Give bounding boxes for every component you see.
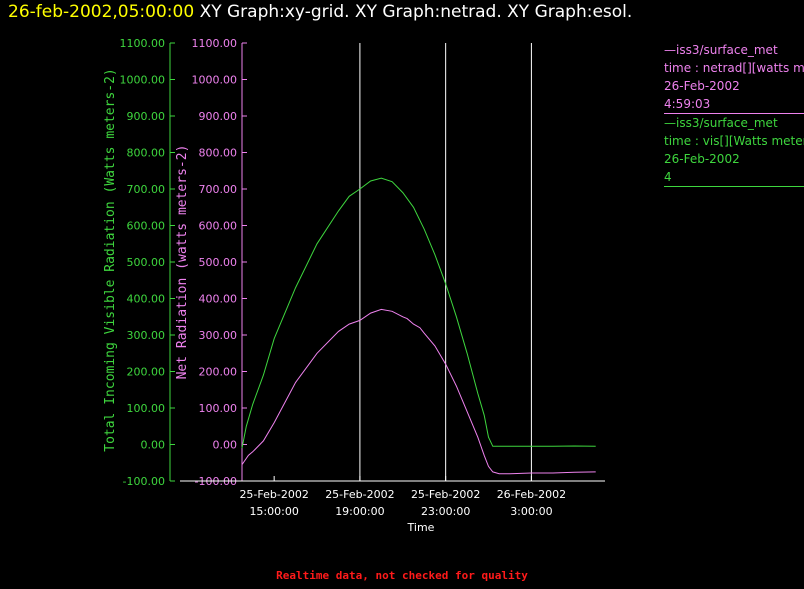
legend-line: 26-Feb-2002 [664,79,740,93]
y-tick-label: -100.00 [123,475,165,488]
y-tick-label: 1000.00 [192,74,238,87]
series-line-netrad [241,308,596,475]
y-tick-label: 400.00 [127,293,166,306]
x-tick-date: 26-Feb-2002 [497,488,566,501]
x-tick-date: 25-Feb-2002 [411,488,480,501]
y-tick-label: 900.00 [127,110,166,123]
y-tick-label: 0.00 [213,439,238,452]
x-tick-time: 15:00:00 [249,505,298,518]
y-tick-label: 600.00 [199,220,238,233]
series-line-vis [241,177,596,449]
x-tick-time: 23:00:00 [421,505,470,518]
quality-notice: Realtime data, not checked for quality [276,569,528,582]
x-tick-date: 25-Feb-2002 [325,488,394,501]
legend-line: time : netrad[][watts meters-2] [664,61,804,75]
y-tick-label: 500.00 [199,256,238,269]
y-tick-label: 600.00 [127,220,166,233]
left-axis-label: Total Incoming Visible Radiation (Watts … [103,68,118,452]
x-axis-label: Time [407,521,435,534]
legend-line: 4:59:03 [664,97,711,111]
y-tick-label: 0.00 [141,439,166,452]
y-tick-label: 300.00 [199,329,238,342]
y-tick-label: 800.00 [199,147,238,160]
series-lines [241,177,596,475]
y-tick-label: 900.00 [199,110,238,123]
x-axis: 25-Feb-2002 15:00:00 25-Feb-2002 19:00:00 25… [180,476,605,534]
y-tick-label: 700.00 [199,183,238,196]
legend-line: —iss3/surface_met [664,43,778,57]
y-tick-label: 1000.00 [120,74,166,87]
y-tick-label: 1100.00 [120,37,166,50]
y-tick-label: 1100.00 [192,37,238,50]
legend-line: time : vis[][Watts meters-2] [664,134,804,148]
y-tick-label: 800.00 [127,147,166,160]
chart-header: 26-feb-2002,05:00:00 XY Graph:xy-grid. X… [8,1,632,23]
legend-line: 26-Feb-2002 [664,152,740,166]
x-tick-date: 25-Feb-2002 [239,488,308,501]
legend-line: —iss3/surface_met [664,116,778,130]
y-tick-label: 100.00 [199,402,238,415]
y-tick-label: 400.00 [199,293,238,306]
left-axis: -100.00 0.00 100.00 200.00 300.00 400.00 500.0… [103,37,175,488]
y-tick-label: 100.00 [127,402,166,415]
right-axis-label: Net Radiation (watts meters-2) [175,145,190,380]
header-graph-titles: XY Graph:xy-grid. XY Graph:netrad. XY Gr… [199,2,633,22]
y-tick-label: 200.00 [127,366,166,379]
y-tick-label: 700.00 [127,183,166,196]
x-tick-time: 19:00:00 [335,505,384,518]
y-tick-label: 200.00 [199,366,238,379]
y-tick-label: 500.00 [127,256,166,269]
legend-line: 4 [664,170,672,184]
header-timestamp: 26-feb-2002,05:00:00 [8,2,195,22]
y-tick-label: 300.00 [127,329,166,342]
vertical-grid [359,43,532,481]
x-tick-time: 3:00:00 [510,505,552,518]
right-axis: -100.000.00100.00200.00300.00400.00500.0… [175,37,247,488]
